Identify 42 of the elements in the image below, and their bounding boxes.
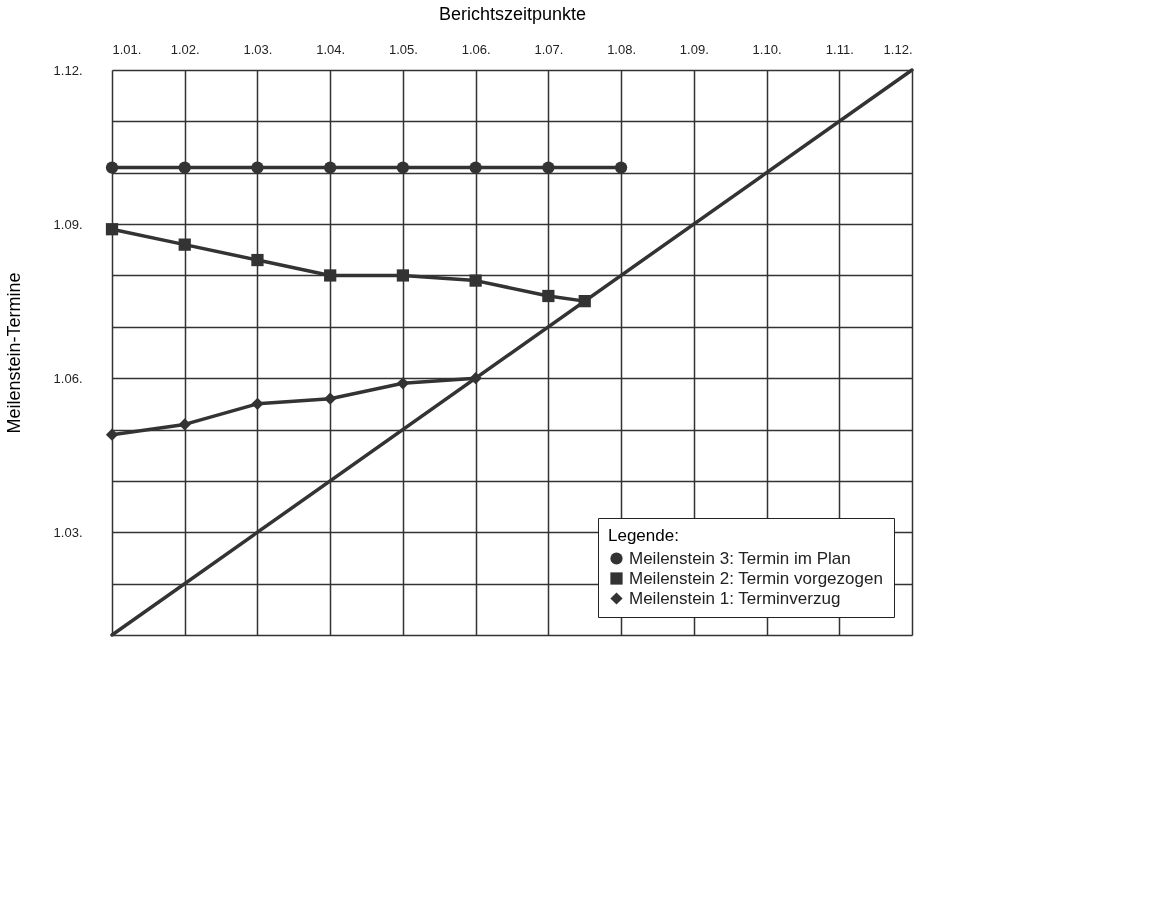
x-tick-label: 1.04. — [316, 41, 346, 57]
x-tick-label: 1.01. — [112, 41, 142, 57]
point — [396, 161, 410, 174]
point — [542, 161, 555, 174]
point — [324, 392, 337, 405]
point — [105, 223, 119, 236]
point — [178, 238, 191, 251]
point — [105, 428, 119, 441]
point — [324, 269, 337, 282]
y-tick-label: 1.03. — [53, 524, 83, 540]
x-tick-label: 1.05. — [388, 41, 418, 57]
point — [614, 161, 628, 174]
x-tick-label: 1.02. — [170, 41, 200, 57]
x-tick-label: 1.08. — [607, 41, 637, 57]
y-axis-title: Meilenstein-Termine — [3, 272, 24, 434]
point — [396, 269, 410, 282]
point — [396, 377, 410, 390]
x-axis-title: Berichtszeitpunkte — [438, 3, 587, 24]
legend-label: Meilenstein 1: Terminverzug — [629, 588, 841, 608]
y-tick-label: 1.06. — [53, 370, 83, 386]
x-tick-label: 1.12. — [883, 41, 913, 57]
x-tick-label: 1.10. — [752, 41, 782, 57]
legend-label: Meilenstein 3: Termin im Plan — [629, 548, 851, 568]
point — [324, 161, 337, 174]
point — [542, 289, 555, 303]
point — [178, 161, 191, 174]
legend-title: Legende: — [608, 526, 679, 545]
x-tick-label: 1.03. — [243, 41, 273, 57]
x-tick-label: 1.09. — [679, 41, 709, 57]
legend-label: Meilenstein 2: Termin vorgezogen — [629, 568, 883, 588]
point — [105, 161, 119, 174]
y-tick-label: 1.09. — [53, 216, 83, 232]
point — [251, 161, 264, 174]
x-tick-label: 1.11. — [825, 41, 854, 57]
point — [178, 418, 191, 431]
x-tick-label: 1.06. — [461, 41, 491, 57]
point — [251, 253, 264, 267]
point — [251, 397, 264, 410]
y-tick-label: 1.12. — [53, 62, 83, 78]
x-tick-label: 1.07. — [534, 41, 564, 57]
point — [469, 274, 482, 287]
point — [469, 161, 482, 174]
